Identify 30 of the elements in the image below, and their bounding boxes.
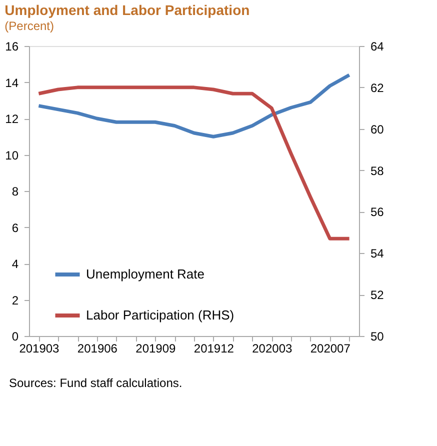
x-tick-label: 202007 [310,342,351,356]
line-series [36,86,352,240]
y2-tick-label: 58 [370,164,384,178]
x-tick-label: 201909 [136,342,176,356]
y2-tick-label: 52 [370,288,384,302]
y2-tick-label: 56 [370,205,384,220]
y-tick-label: 6 [12,220,19,235]
y2-tick-label: 62 [370,80,384,95]
legend-label: Labor Participation (RHS) [86,308,234,322]
chart-subtitle: (Percent) [4,19,54,33]
line-series [36,73,352,138]
y2-tick-label: 64 [370,40,384,54]
x-tick-label: 201912 [194,342,234,356]
legend-label: Unemployment Rate [86,266,204,282]
y2-tick-label: 60 [370,122,384,136]
x-tick-label: 201906 [77,342,118,356]
chart-title: Umployment and Labor Participation [4,2,250,18]
y-tick-label: 10 [5,148,19,162]
y-tick-label: 8 [12,184,19,198]
y-tick-label: 0 [12,330,19,344]
x-tick-label: 202003 [252,342,292,356]
y-tick-label: 2 [12,293,19,308]
y2-tick-label: 50 [370,330,384,344]
y-tick-label: 16 [5,40,19,54]
source-note: Sources: Fund staff calculations. [9,376,182,390]
y-tick-label: 4 [12,257,19,271]
y-tick-label: 12 [5,112,19,126]
y2-tick-label: 54 [370,246,384,261]
y-tick-label: 14 [5,76,19,90]
x-tick-label: 201903 [19,342,60,356]
